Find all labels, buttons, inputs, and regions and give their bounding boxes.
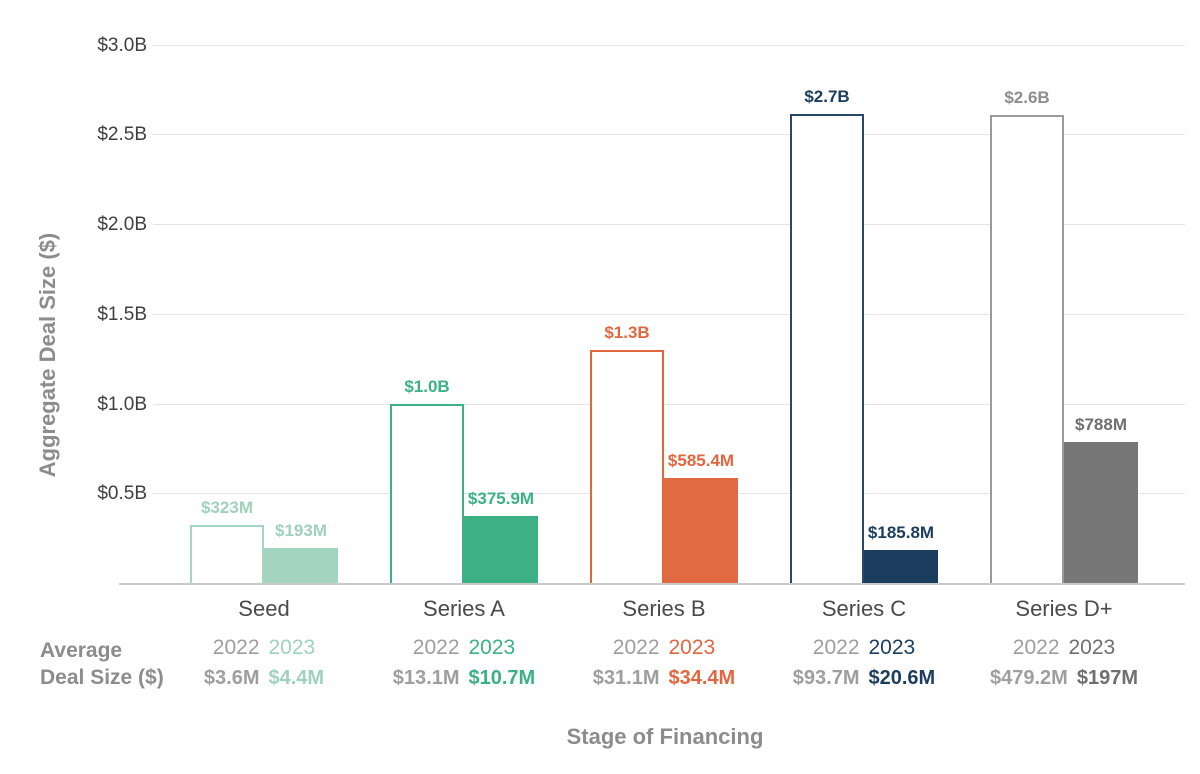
y-axis-title: Aggregate Deal Size ($) [35,232,60,478]
bar-value-label-2023: $585.4M [667,450,735,470]
avg-deal-size-2022: $3.6M [203,667,260,689]
category-label: Series A [423,596,505,621]
avg-deal-size-2022: $93.7M [792,667,860,689]
gridline [153,44,1185,46]
bar-2023-seed [264,548,338,583]
year-2023-label: 2023 [668,636,716,659]
avg-deal-size-2022: $13.1M [392,667,460,689]
bar-2022-series-c [790,113,864,583]
avg-deal-size-2023: $20.6M [868,667,936,689]
bar-2022-seed [190,525,264,583]
gridline [153,313,1185,315]
gridline [153,403,1185,405]
x-axis-title: Stage of Financing [566,724,764,749]
bar-value-label-2022: $2.7B [804,86,850,106]
bar-value-label-2023: $185.8M [867,522,935,542]
bar-value-label-2023: $788M [1075,414,1127,434]
year-2022-label: 2022 [412,636,460,659]
average-deal-size-row-label-line1: Average [40,639,123,662]
y-tick-label: $3.0B [97,34,147,56]
bar-value-label-2023: $375.9M [467,488,535,508]
y-tick-label: $2.0B [97,214,147,235]
year-2023-label: 2023 [868,636,916,659]
years-row: 2022 2023 [413,636,515,660]
average-deal-size-row-label-line2: Deal Size ($) [40,666,164,689]
bar-2023-series-d- [1064,441,1138,583]
year-2023-label: 2023 [468,636,516,659]
y-tick-label: $0.5B [97,483,147,505]
avg-deal-size-2023: $34.4M [668,667,736,689]
category-label: Series B [622,596,706,621]
bar-2022-series-d- [990,115,1064,583]
year-2023-label: 2023 [268,636,316,659]
x-axis-line [119,583,1185,585]
bar-2023-series-b [664,477,738,583]
bar-2023-series-c [864,549,938,583]
bar-value-label-2022: $1.3B [604,322,650,342]
y-tick-label: $2.5B [97,124,147,146]
bar-value-label-2022: $1.0B [404,376,450,396]
avg-deal-size-2023: $197M [1076,667,1138,689]
y-tick-label: $1.0B [97,393,147,415]
gridline [153,224,1185,225]
average-values-row: $479.2M $197M [990,667,1138,690]
years-row: 2022 2023 [613,636,715,660]
bar-2023-series-a [464,515,538,583]
years-row: 2022 2023 [813,636,915,660]
bar-value-label-2022: $323M [201,498,253,518]
avg-deal-size-2022: $31.1M [592,667,660,689]
avg-deal-size-2023: $10.7M [468,667,536,689]
years-row: 2022 2023 [1013,636,1115,660]
avg-deal-size-2022: $479.2M [990,667,1068,689]
average-values-row: $13.1M $10.7M [393,667,535,690]
bar-2022-series-b [590,349,664,583]
years-row: 2022 2023 [213,636,315,660]
bar-2022-series-a [390,403,464,583]
average-values-row: $93.7M $20.6M [793,667,935,690]
average-values-row: $3.6M $4.4M [204,667,324,690]
average-deal-size-row-label: Average Deal Size ($) [40,637,164,691]
category-label: Series D+ [1015,596,1113,621]
average-values-row: $31.1M $34.4M [593,667,735,690]
category-label: Series C [821,596,907,621]
year-2022-label: 2022 [1012,636,1060,659]
year-2023-label: 2023 [1068,636,1116,659]
avg-deal-size-2023: $4.4M [268,667,325,689]
y-tick-label: $1.5B [97,303,147,325]
bar-value-label-2023: $193M [275,521,327,541]
category-label: Seed [238,596,290,621]
year-2022-label: 2022 [812,636,860,659]
year-2022-label: 2022 [212,636,260,659]
bar-value-label-2022: $2.6B [1004,88,1050,108]
year-2022-label: 2022 [612,636,660,659]
gridline [153,134,1185,136]
